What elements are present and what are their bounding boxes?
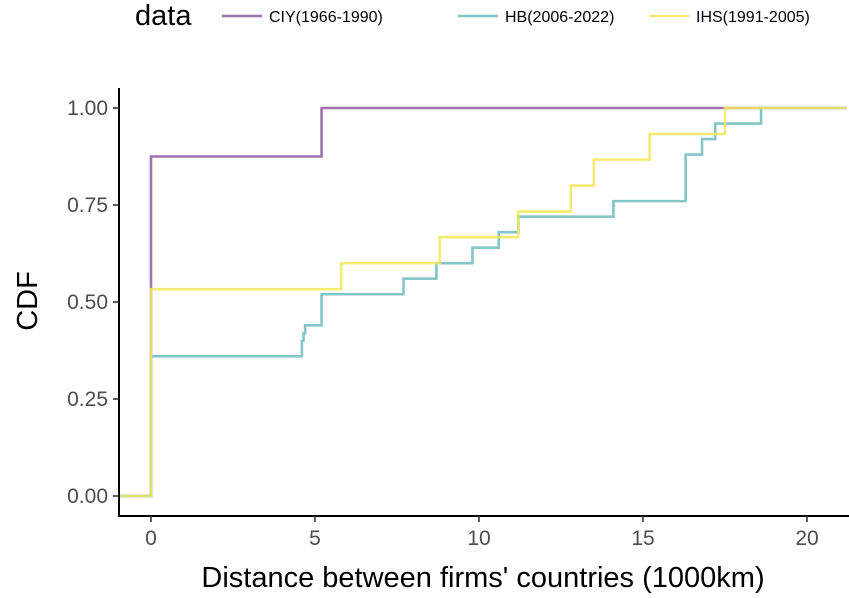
y-tick-label: 0.50 [67, 291, 108, 314]
legend-label-2: HB(2006-2022) [505, 9, 614, 26]
y-axis-title: CDF [12, 271, 44, 331]
y-tick-label: 0.00 [67, 485, 108, 508]
x-tick-label: 5 [309, 527, 321, 550]
series-layer [118, 106, 847, 498]
legend-label-3: IHS(1991-2005) [696, 9, 810, 26]
legend-items: CIY(1966-1990) HB(2006-2022) IHS(1991-2005… [222, 9, 810, 26]
x-axis: 0 5 10 15 20 [119, 515, 849, 550]
legend-title: data [135, 0, 192, 32]
series-line-2 [118, 106, 847, 498]
x-tick-label: 15 [631, 527, 654, 550]
x-tick-label: 20 [795, 527, 818, 550]
legend: data CIY(1966-1990) HB(2006-2022) IHS(1991… [135, 0, 810, 32]
legend-label-1: CIY(1966-1990) [269, 9, 383, 26]
series-line-1 [118, 106, 847, 498]
x-tick-label: 10 [467, 527, 490, 550]
x-tick-label: 0 [145, 527, 157, 550]
plot-area: 0 5 10 15 20 0.00 0.25 0.50 0.75 1.00 [67, 88, 849, 550]
y-tick-label: 1.00 [67, 97, 108, 120]
y-tick-label: 0.75 [67, 194, 108, 217]
y-axis: 0.00 0.25 0.50 0.75 1.00 [67, 88, 120, 517]
series-line-3 [118, 106, 847, 498]
y-tick-label: 0.25 [67, 388, 108, 411]
x-axis-title: Distance between firms' countries (1000k… [201, 562, 764, 594]
